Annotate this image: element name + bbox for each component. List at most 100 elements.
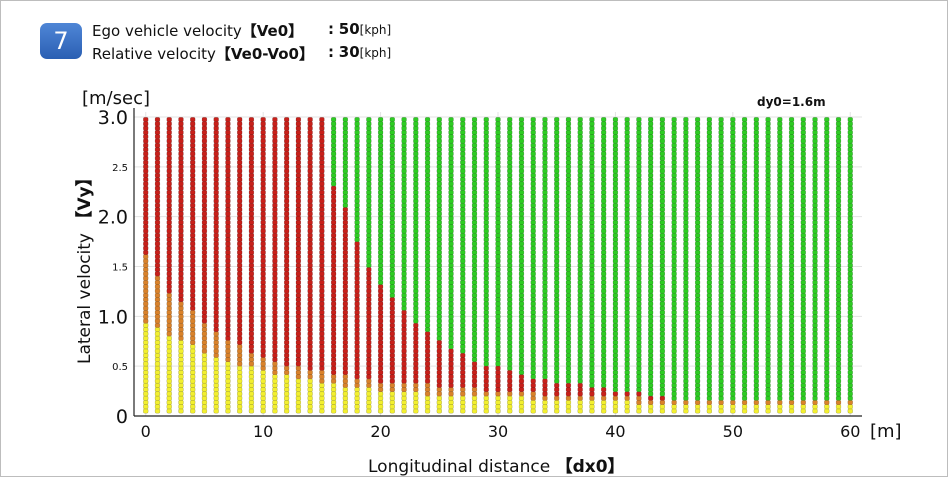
data-point <box>530 164 536 170</box>
data-point <box>577 211 583 217</box>
data-point <box>143 155 149 161</box>
data-point <box>401 339 407 345</box>
data-point <box>554 219 560 225</box>
data-point <box>471 352 478 358</box>
data-point <box>154 327 161 333</box>
data-point <box>800 164 806 170</box>
data-point <box>788 207 795 213</box>
data-point <box>483 382 489 388</box>
data-point <box>201 288 208 294</box>
data-point <box>788 279 795 285</box>
data-point <box>800 305 806 311</box>
data-point <box>647 185 654 191</box>
data-point <box>260 387 266 393</box>
data-point <box>554 177 560 183</box>
data-point <box>518 181 525 187</box>
data-point <box>248 382 255 388</box>
data-point <box>824 352 830 358</box>
data-point <box>741 164 748 170</box>
data-point <box>601 357 607 363</box>
data-point <box>436 151 442 157</box>
data-point <box>154 391 161 397</box>
data-point <box>659 322 666 328</box>
data-point <box>377 181 384 187</box>
data-point <box>542 185 548 191</box>
data-point <box>601 207 607 213</box>
data-point <box>319 297 325 303</box>
data-point <box>460 151 466 157</box>
data-point <box>225 254 231 260</box>
data-point <box>718 279 724 285</box>
data-point <box>542 219 548 225</box>
dy0-annotation: dy0=1.6m <box>757 95 826 109</box>
data-point <box>777 331 783 337</box>
data-point <box>554 322 560 328</box>
dot-column <box>143 117 149 414</box>
data-point <box>283 378 290 384</box>
data-point <box>366 194 372 200</box>
data-point <box>518 142 525 148</box>
data-point <box>554 352 560 358</box>
data-point <box>730 369 736 375</box>
data-point <box>283 365 290 371</box>
data-point <box>389 357 395 363</box>
data-point <box>413 237 419 243</box>
data-point <box>295 168 302 174</box>
ego-velocity-symbol: 【Ve0】 <box>241 22 304 40</box>
data-point <box>741 387 748 393</box>
data-point <box>401 408 407 414</box>
data-point <box>636 237 642 243</box>
data-point <box>659 262 666 268</box>
data-point <box>307 185 313 191</box>
data-point <box>589 125 595 131</box>
data-point <box>589 194 595 200</box>
data-point <box>178 129 184 135</box>
data-point <box>448 301 454 307</box>
data-point <box>647 365 654 371</box>
data-point <box>683 382 689 388</box>
data-point <box>659 249 666 255</box>
data-point <box>377 365 384 371</box>
data-point <box>624 335 630 341</box>
data-point <box>248 275 255 281</box>
data-point <box>800 181 806 187</box>
data-point <box>554 369 560 375</box>
data-point <box>554 202 560 208</box>
data-point <box>389 271 395 277</box>
data-point <box>178 164 184 170</box>
data-point <box>283 271 290 277</box>
data-point <box>225 279 231 285</box>
data-point <box>389 314 395 320</box>
data-point <box>460 249 466 255</box>
data-point <box>389 159 395 165</box>
data-point <box>847 185 853 191</box>
data-point <box>319 164 325 170</box>
data-point <box>237 125 243 131</box>
data-point <box>765 207 771 213</box>
data-point <box>683 327 689 333</box>
data-point <box>812 271 818 277</box>
data-point <box>283 142 290 148</box>
data-point <box>800 219 806 225</box>
data-point <box>577 284 583 290</box>
data-point <box>413 357 419 363</box>
data-point <box>847 331 853 337</box>
data-point <box>424 348 431 354</box>
data-point <box>178 258 184 264</box>
data-point <box>424 288 431 294</box>
data-point <box>636 194 642 200</box>
data-point <box>659 181 666 187</box>
data-point <box>647 374 654 380</box>
data-point <box>612 159 619 165</box>
data-point <box>694 387 701 393</box>
data-point <box>518 129 525 135</box>
data-point <box>835 185 842 191</box>
data-point <box>507 189 513 195</box>
data-point <box>542 378 548 384</box>
data-point <box>272 284 278 290</box>
data-point <box>225 335 231 341</box>
data-point <box>342 129 349 135</box>
data-point <box>812 142 818 148</box>
data-point <box>389 279 395 285</box>
data-point <box>847 395 853 401</box>
